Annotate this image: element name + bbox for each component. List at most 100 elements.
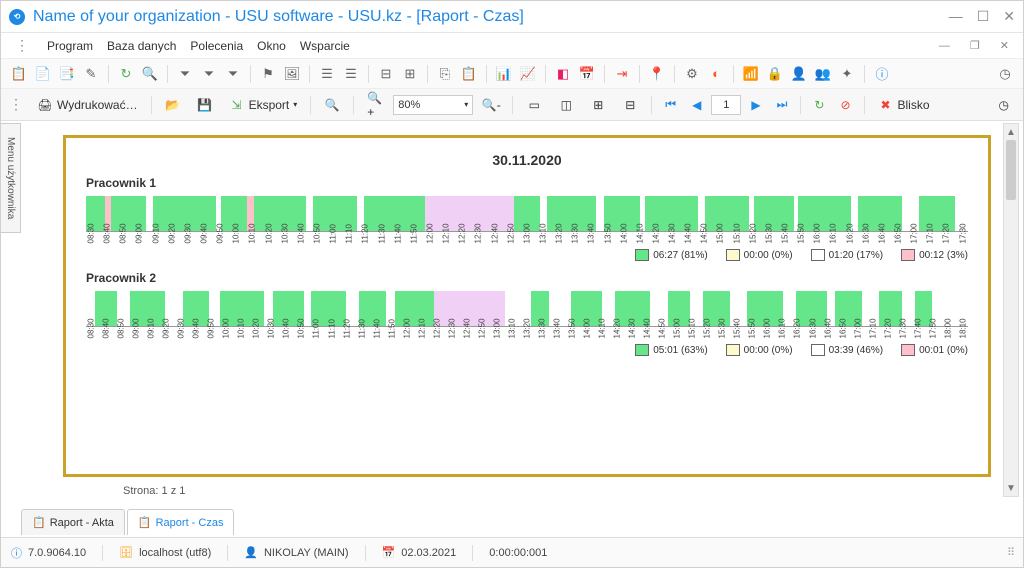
mdi-restore[interactable]: ❐ — [970, 39, 980, 52]
fullpage-button[interactable]: ▭ — [520, 94, 548, 116]
tb-info-icon[interactable]: ⓘ — [872, 64, 892, 84]
twopage-button[interactable]: ◫ — [552, 94, 580, 116]
tick-label: 12:40 — [490, 234, 499, 244]
legend-swatch — [635, 249, 649, 261]
tb-report-icon[interactable]: 📈 — [518, 64, 538, 84]
timeline-segment — [425, 196, 513, 231]
tb2-help-icon[interactable]: ◷ — [993, 94, 1015, 116]
tick-label: 11:10 — [345, 234, 354, 244]
tb-new-icon[interactable]: 📄 — [33, 64, 53, 84]
tb-filter1-icon[interactable]: ⏷ — [175, 64, 195, 84]
page-input[interactable]: 1 — [711, 95, 741, 115]
tick-label: 16:30 — [861, 234, 870, 244]
tick-label: 09:50 — [207, 329, 216, 339]
tb-refresh-icon[interactable]: ↻ — [116, 64, 136, 84]
employee-name: Pracownik 1 — [86, 176, 968, 190]
legend-item: 01:20 (17%) — [811, 249, 883, 261]
tick-label: 08:50 — [117, 329, 126, 339]
tick-label: 10:30 — [267, 329, 276, 339]
export-button[interactable]: ⇲ Eksport ▾ — [223, 94, 304, 116]
user-icon: 👤 — [244, 546, 258, 559]
maximize-button[interactable]: ☐ — [977, 8, 990, 25]
resize-grip-icon[interactable]: ⠿ — [1007, 546, 1013, 559]
tb-chart-icon[interactable]: 📊 — [494, 64, 514, 84]
folder-open-icon: 📂 — [165, 97, 181, 113]
mdi-close[interactable]: ✕ — [1000, 39, 1009, 52]
scroll-thumb[interactable] — [1006, 140, 1016, 200]
mdi-minimize[interactable]: — — [939, 40, 950, 52]
tb-gear-icon[interactable]: ⚙ — [682, 64, 702, 84]
zoom-select[interactable]: 80% ▾ — [393, 95, 473, 115]
tb-rss-icon[interactable]: 📶 — [741, 64, 761, 84]
tb-user-icon[interactable]: 👤 — [789, 64, 809, 84]
menu-support[interactable]: Wsparcie — [300, 39, 350, 53]
report-icon: 📋 — [32, 516, 46, 529]
tab-raport-czas[interactable]: 📋 Raport - Czas — [127, 509, 235, 535]
save-button[interactable]: 💾 — [191, 94, 219, 116]
find-button[interactable]: 🔍 — [318, 94, 346, 116]
grid-button[interactable]: ⊟ — [616, 94, 644, 116]
tb-exit-icon[interactable]: ⇥ — [612, 64, 632, 84]
multipage-button[interactable]: ⊞ — [584, 94, 612, 116]
tick-label: 16:50 — [894, 234, 903, 244]
prev-page-button[interactable]: ◀ — [686, 94, 707, 116]
tick-label: 13:30 — [571, 234, 580, 244]
tab-raport-akta[interactable]: 📋 Raport - Akta — [21, 509, 125, 535]
tb-users-icon[interactable]: 👥 — [813, 64, 833, 84]
tb-newwin-icon[interactable]: ◧ — [553, 64, 573, 84]
menu-program[interactable]: Program — [47, 39, 93, 53]
tick-label: 11:30 — [377, 234, 386, 244]
two-page-icon: ◫ — [558, 97, 574, 113]
zoom-out-button[interactable]: 🔍- — [477, 94, 505, 116]
scroll-up-icon[interactable]: ▲ — [1004, 124, 1018, 140]
tb-paste-icon[interactable]: 📋 — [459, 64, 479, 84]
scroll-down-icon[interactable]: ▼ — [1004, 480, 1018, 496]
tick-label: 17:30 — [898, 329, 907, 339]
last-page-button[interactable]: ⏭ — [771, 94, 794, 116]
tb-flag-icon[interactable]: ⚑ — [258, 64, 278, 84]
tick-label: 11:40 — [372, 329, 381, 339]
tick-label: 13:20 — [522, 329, 531, 339]
print-button[interactable]: 🖨 Wydrukować… — [31, 94, 144, 116]
minimize-button[interactable]: — — [949, 8, 963, 25]
tb-tree-icon[interactable]: ⊟ — [376, 64, 396, 84]
tb-doc-icon[interactable]: 📋 — [9, 64, 29, 84]
legend-item: 00:00 (0%) — [726, 249, 793, 261]
tb-image-icon[interactable]: 🖼 — [282, 64, 302, 84]
zoom-in-button[interactable]: 🔍+ — [361, 94, 389, 116]
tb-search-icon[interactable]: 🔍 — [140, 64, 160, 84]
menu-window[interactable]: Okno — [257, 39, 286, 53]
stop-button[interactable]: ⊘ — [834, 94, 856, 116]
tb-palette-icon[interactable]: ◐ — [706, 64, 726, 84]
close-report-button[interactable]: ✖ Blisko — [872, 94, 936, 116]
tick-label: 12:40 — [462, 329, 471, 339]
tb-list1-icon[interactable]: ☰ — [317, 64, 337, 84]
tb-edit-icon[interactable]: ✎ — [81, 64, 101, 84]
first-page-button[interactable]: ⏮ — [659, 94, 682, 116]
tick-label: 11:20 — [361, 234, 370, 244]
tick-label: 14:00 — [619, 234, 628, 244]
tb-filter3-icon[interactable]: ⏷ — [223, 64, 243, 84]
menu-commands[interactable]: Polecenia — [190, 39, 243, 53]
refresh-report-button[interactable]: ↻ — [808, 94, 830, 116]
tb-wand-icon[interactable]: ✦ — [837, 64, 857, 84]
side-tab-usermenu[interactable]: Menu użytkownika — [1, 123, 21, 233]
close-button[interactable]: ✕ — [1003, 8, 1015, 25]
tb-pin-icon[interactable]: 📍 — [647, 64, 667, 84]
export-icon: ⇲ — [229, 97, 245, 113]
next-page-button[interactable]: ▶ — [745, 94, 766, 116]
tb-copy2-icon[interactable]: ⎘ — [435, 64, 455, 84]
tb-filter2-icon[interactable]: ⏷ — [199, 64, 219, 84]
tb-lock-icon[interactable]: 🔒 — [765, 64, 785, 84]
tb-expand-icon[interactable]: ⊞ — [400, 64, 420, 84]
tb-help-icon[interactable]: ◷ — [995, 64, 1015, 84]
tb-cal-icon[interactable]: 📅 — [577, 64, 597, 84]
vertical-scrollbar[interactable]: ▲ ▼ — [1003, 123, 1019, 497]
tb-list2-icon[interactable]: ☰ — [341, 64, 361, 84]
open-button[interactable]: 📂 — [159, 94, 187, 116]
tick-label: 12:00 — [402, 329, 411, 339]
tick-label: 09:40 — [192, 329, 201, 339]
tick-label: 15:20 — [703, 329, 712, 339]
menu-database[interactable]: Baza danych — [107, 39, 176, 53]
tb-copy-icon[interactable]: 📑 — [57, 64, 77, 84]
